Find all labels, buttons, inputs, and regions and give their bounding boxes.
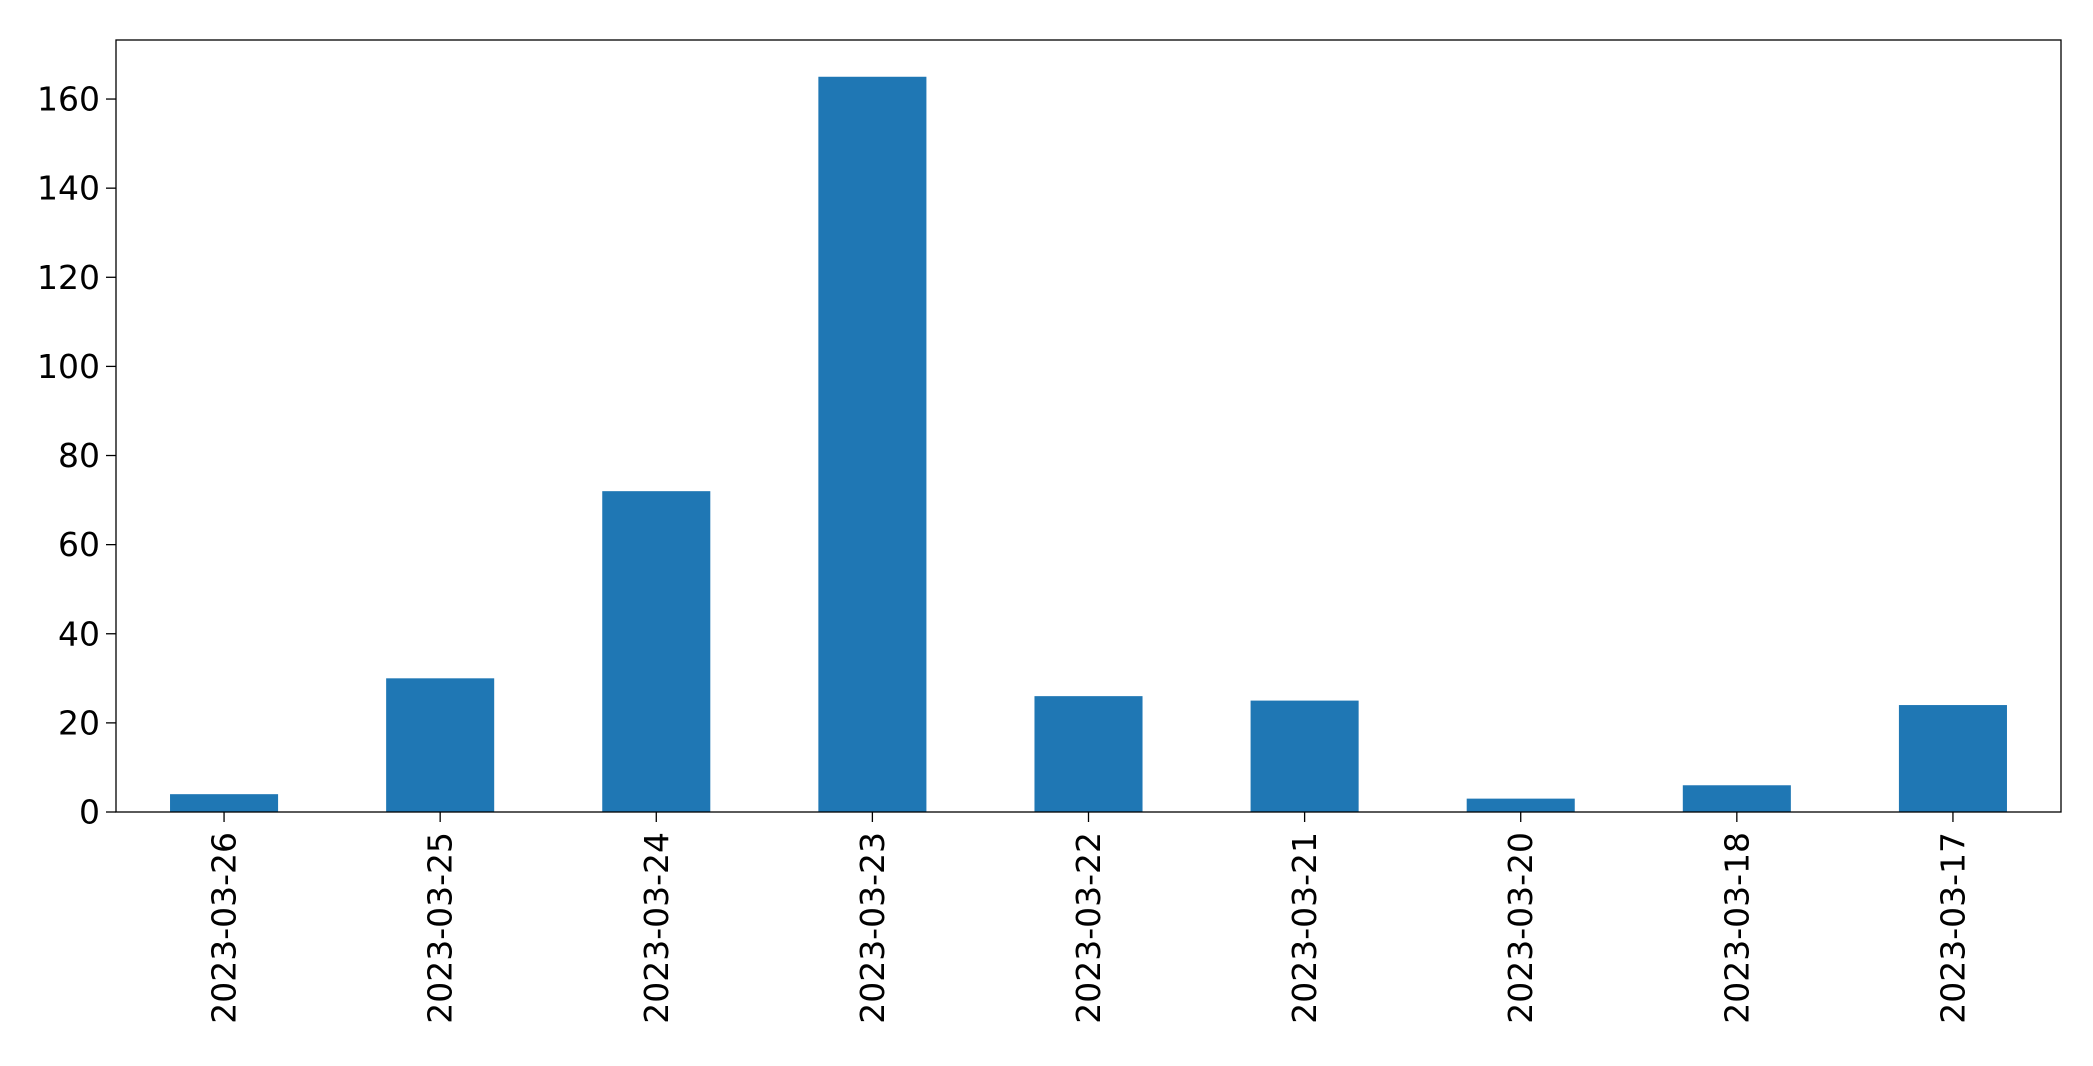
bar-2023-03-22 [1034, 696, 1143, 812]
y-tick-label: 100 [37, 347, 100, 386]
x-tick-label: 2023-03-26 [205, 832, 244, 1024]
bars-layer [170, 76, 2007, 812]
bar-2023-03-21 [1250, 700, 1359, 812]
bar-2023-03-23 [818, 76, 927, 812]
y-axis: 0 20 40 60 80 100 120 140 160 [37, 80, 116, 832]
y-tick-label: 40 [58, 614, 100, 653]
y-tick-label: 20 [58, 703, 100, 742]
y-tick-label: 160 [37, 80, 100, 119]
bar-2023-03-18 [1682, 785, 1791, 812]
x-tick-label: 2023-03-25 [421, 832, 460, 1024]
x-tick-label: 2023-03-17 [1933, 832, 1972, 1024]
bar-2023-03-26 [170, 794, 279, 812]
bar-2023-03-24 [602, 491, 711, 812]
plot-frame [115, 39, 2062, 813]
bar-2023-03-20 [1466, 798, 1575, 812]
y-tick-label: 120 [37, 258, 100, 297]
y-tick-label: 0 [79, 793, 100, 832]
x-tick-label: 2023-03-21 [1285, 832, 1324, 1024]
x-tick-label: 2023-03-18 [1717, 832, 1756, 1024]
x-tick-label: 2023-03-23 [853, 832, 892, 1024]
x-tick-label: 2023-03-22 [1069, 832, 1108, 1024]
bar-2023-03-17 [1898, 705, 2007, 812]
x-axis: 2023-03-26 2023-03-25 2023-03-24 2023-03-23… [205, 812, 1972, 1024]
x-tick-label: 2023-03-20 [1501, 832, 1540, 1024]
y-tick-label: 60 [58, 525, 100, 564]
y-tick-label: 80 [58, 436, 100, 475]
bar-2023-03-25 [386, 678, 495, 812]
x-tick-label: 2023-03-24 [637, 832, 676, 1024]
y-tick-label: 140 [37, 169, 100, 208]
